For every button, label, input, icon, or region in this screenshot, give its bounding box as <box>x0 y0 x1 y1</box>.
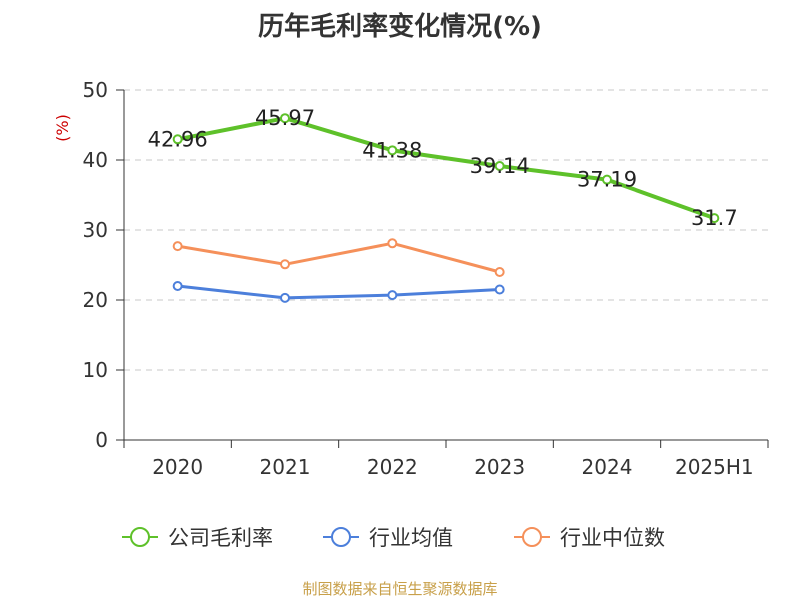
data-point-series-1 <box>494 161 505 172</box>
data-point-series-3 <box>494 267 505 277</box>
data-point-series-3 <box>387 238 398 249</box>
data-point-series-1 <box>387 145 398 156</box>
data-label: 39.14 <box>470 154 530 178</box>
x-tick-label: 2023 <box>474 455 525 479</box>
y-tick-label: 20 <box>83 288 108 312</box>
data-point-series-1 <box>172 134 183 145</box>
y-tick-label: 0 <box>95 428 108 452</box>
data-point-series-2 <box>387 290 398 301</box>
data-point-series-2 <box>494 284 505 295</box>
chart-title: 历年毛利率变化情况(%) <box>258 12 542 42</box>
data-label: 42.96 <box>148 127 208 151</box>
data-point-series-1 <box>602 174 612 185</box>
data-source-note: 制图数据来自恒生聚源数据库 <box>302 580 498 598</box>
data-label: 45.97 <box>255 106 315 130</box>
data-label: 37.19 <box>577 168 637 192</box>
data-point-series-3 <box>172 241 183 252</box>
legend-marker <box>130 527 150 547</box>
data-point-series-1 <box>709 213 720 224</box>
x-tick-label: 2025H1 <box>675 455 754 479</box>
y-tick-label: 30 <box>83 218 108 242</box>
y-tick-label: 10 <box>83 358 108 382</box>
x-tick-label: 2020 <box>152 455 203 479</box>
data-point-series-2 <box>280 292 290 303</box>
legend-marker <box>522 527 542 547</box>
data-point-series-1 <box>280 113 290 124</box>
x-tick-label: 2022 <box>367 455 418 479</box>
series-line-3 <box>177 241 501 274</box>
series-line-1 <box>177 116 716 220</box>
data-point-series-2 <box>172 281 183 291</box>
series-line-2 <box>177 284 500 300</box>
legend-label: 行业中位数 <box>560 526 665 550</box>
data-label: 31.7 <box>691 206 738 230</box>
data-point-series-3 <box>280 259 290 270</box>
legend-marker <box>331 527 351 547</box>
x-tick-label: 2024 <box>582 455 633 479</box>
legend-label: 公司毛利率 <box>168 526 273 550</box>
x-tick-label: 2021 <box>260 455 311 479</box>
data-label: 41.38 <box>362 138 422 162</box>
y-axis-label: (%) <box>53 114 72 142</box>
y-tick-label: 40 <box>83 148 108 172</box>
y-tick-label: 50 <box>83 78 108 102</box>
legend-label: 行业均值 <box>369 526 453 550</box>
